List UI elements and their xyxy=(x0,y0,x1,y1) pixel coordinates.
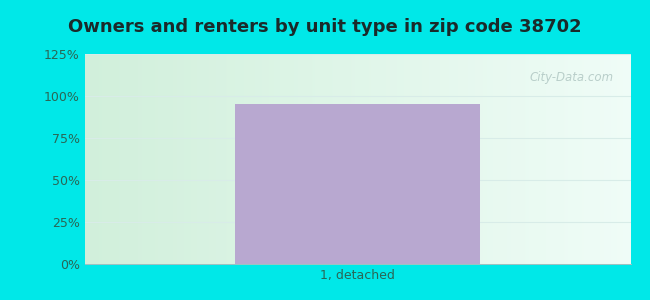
Text: City-Data.com: City-Data.com xyxy=(530,71,614,84)
Bar xyxy=(235,104,480,264)
Text: Owners and renters by unit type in zip code 38702: Owners and renters by unit type in zip c… xyxy=(68,18,582,36)
